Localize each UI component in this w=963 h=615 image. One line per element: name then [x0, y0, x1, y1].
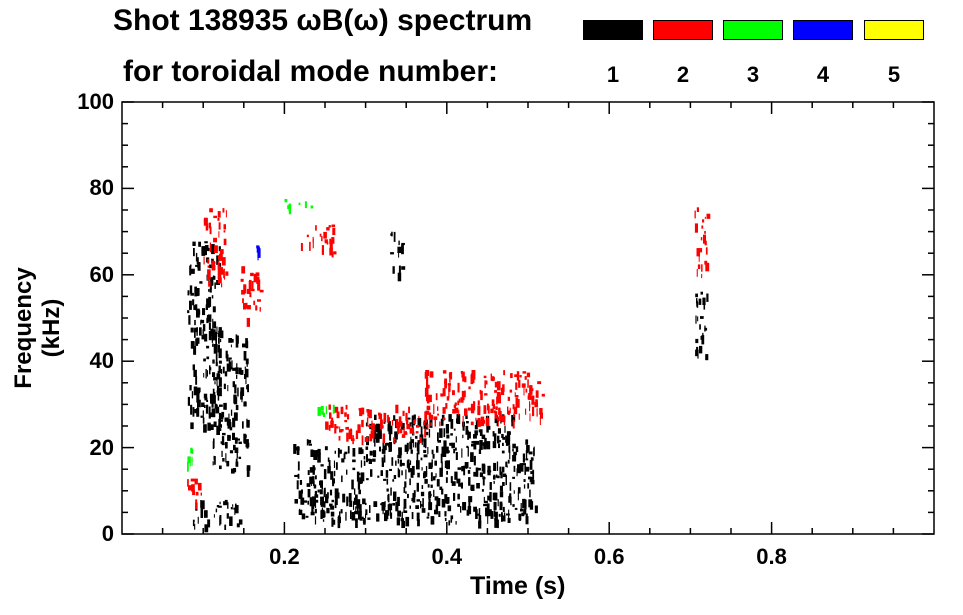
axis-ticks — [122, 101, 934, 535]
region-mode-2 — [240, 266, 264, 327]
legend-label-1: 1 — [606, 62, 620, 87]
region-mode-1 — [293, 439, 538, 529]
region-mode-2 — [187, 478, 202, 510]
region-mode-2 — [325, 404, 433, 446]
x-axis-label: Time (s) — [470, 572, 566, 600]
y-tick-label: 0 — [101, 521, 114, 546]
legend-label-3: 3 — [746, 62, 760, 87]
region-mode-1 — [211, 330, 251, 477]
region-mode-1 — [192, 499, 243, 533]
region-mode-2 — [424, 370, 545, 429]
region-mode-3 — [187, 447, 194, 472]
y-tick-label: 80 — [89, 175, 114, 201]
region-mode-2 — [300, 224, 337, 258]
y-tick-label: 60 — [89, 261, 114, 287]
region-mode-3 — [284, 199, 314, 215]
region-mode-2 — [694, 207, 711, 279]
legend-swatch-3 — [723, 20, 783, 40]
legend-swatch-5 — [864, 20, 924, 40]
x-tick-label: 0.2 — [269, 544, 300, 569]
region-mode-3 — [317, 404, 335, 417]
y-axis-label: Frequency (kHz) — [10, 267, 65, 389]
x-tick-label: 0.8 — [756, 544, 787, 569]
x-tick-label: 0.4 — [431, 544, 463, 569]
legend-swatch-2 — [653, 20, 713, 40]
legend-swatch-4 — [793, 20, 853, 40]
chart-title-line2: for toroidal mode number: — [123, 55, 498, 88]
region-mode-1 — [695, 291, 709, 361]
legend-label-4: 4 — [816, 62, 830, 87]
legend-label-2: 2 — [676, 62, 690, 87]
spectral-regions — [187, 199, 711, 533]
y-tick-label: 20 — [89, 434, 114, 460]
y-tick-label: 40 — [89, 348, 114, 374]
region-mode-1 — [390, 231, 406, 282]
legend-label-5: 5 — [887, 62, 901, 87]
region-mode-1 — [187, 241, 223, 433]
x-tick-label: 0.6 — [593, 544, 625, 569]
region-mode-2 — [203, 208, 229, 288]
region-mode-4 — [256, 245, 261, 261]
y-tick-label: 100 — [77, 89, 114, 114]
legend-swatch-1 — [583, 20, 643, 40]
chart-title-line1: Shot 138935 ωB(ω) spectrum — [113, 4, 533, 37]
